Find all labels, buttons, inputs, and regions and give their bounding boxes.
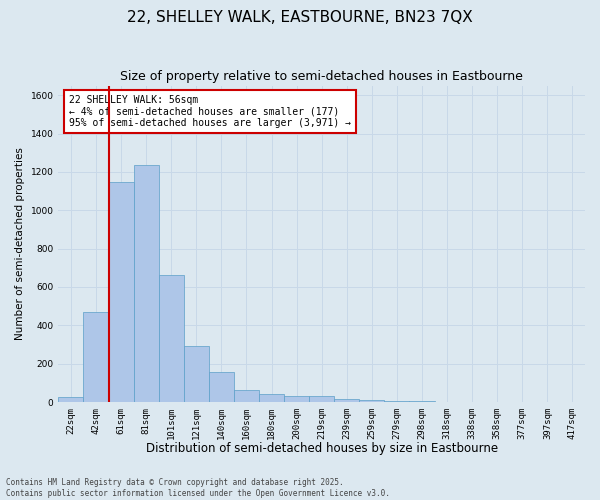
Bar (83, 312, 109, 402)
Bar (334, 399, 359, 402)
Y-axis label: Number of semi-detached properties: Number of semi-detached properties (15, 148, 25, 340)
Bar (309, 396, 334, 402)
Bar (284, 396, 309, 402)
Bar (234, 390, 259, 402)
Bar (385, 400, 409, 402)
Title: Size of property relative to semi-detached houses in Eastbourne: Size of property relative to semi-detach… (120, 70, 523, 83)
X-axis label: Distribution of semi-detached houses by size in Eastbourne: Distribution of semi-detached houses by … (146, 442, 498, 455)
Bar (184, 346, 209, 402)
Text: 22 SHELLEY WALK: 56sqm
← 4% of semi-detached houses are smaller (177)
95% of sem: 22 SHELLEY WALK: 56sqm ← 4% of semi-deta… (69, 95, 351, 128)
Text: Contains HM Land Registry data © Crown copyright and database right 2025.
Contai: Contains HM Land Registry data © Crown c… (6, 478, 390, 498)
Bar (209, 372, 234, 402)
Text: 22, SHELLEY WALK, EASTBOURNE, BN23 7QX: 22, SHELLEY WALK, EASTBOURNE, BN23 7QX (127, 10, 473, 25)
Bar (409, 401, 434, 402)
Bar (259, 394, 284, 402)
Bar (359, 400, 385, 402)
Bar (134, 165, 159, 402)
Bar (58, 398, 83, 402)
Bar (159, 274, 184, 402)
Bar (109, 182, 134, 402)
